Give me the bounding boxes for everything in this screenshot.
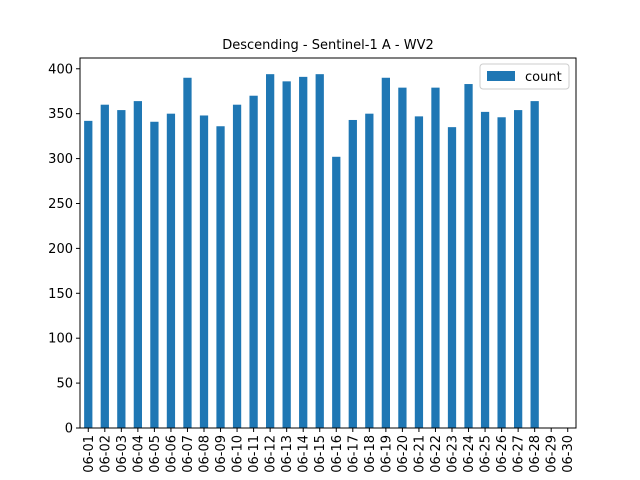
bar-06-08 <box>199 115 209 428</box>
x-tick-label: 06-25 <box>479 435 494 473</box>
y-tick-label: 150 <box>48 287 73 302</box>
x-tick-label: 06-19 <box>379 435 394 473</box>
legend: count <box>479 63 570 90</box>
bar-06-25 <box>480 111 490 428</box>
bar-06-17 <box>348 119 357 428</box>
bar-06-10 <box>232 104 242 428</box>
bar-06-15 <box>315 74 324 429</box>
x-tick-label: 06-22 <box>429 435 444 473</box>
x-tick-label: 06-15 <box>313 435 328 473</box>
x-tick-label: 06-08 <box>198 435 213 473</box>
legend-swatch-count <box>487 71 515 81</box>
x-tick-label: 06-20 <box>396 435 411 473</box>
bar-06-06 <box>166 113 176 429</box>
x-tick-label: 06-03 <box>115 435 130 473</box>
x-tick-label: 06-07 <box>181 435 196 473</box>
bar-06-12 <box>266 74 275 429</box>
bar-06-16 <box>332 156 341 429</box>
bar-06-04 <box>133 101 142 429</box>
plot-frame <box>79 57 577 429</box>
bar-06-28 <box>530 101 539 429</box>
bar-06-22 <box>431 87 440 428</box>
x-tick-label: 06-06 <box>164 435 179 473</box>
x-tick-label: 06-16 <box>330 435 345 473</box>
x-tick-label: 06-11 <box>247 435 262 473</box>
x-tick-label: 06-30 <box>561 435 576 473</box>
y-tick-label: 400 <box>48 62 73 77</box>
bar-06-05 <box>150 121 159 428</box>
x-tick-label: 06-14 <box>297 435 312 473</box>
x-tick-label: 06-04 <box>131 435 146 473</box>
bar-06-18 <box>365 113 374 429</box>
x-tick-label: 06-29 <box>545 435 560 473</box>
legend-label-count: count <box>525 70 562 85</box>
bar-06-19 <box>381 77 390 428</box>
x-tick-label: 06-09 <box>214 435 229 473</box>
x-tick-label: 06-02 <box>98 435 113 473</box>
y-tick-label: 100 <box>48 332 73 347</box>
x-tick-label: 06-18 <box>363 435 378 473</box>
x-tick-label: 06-01 <box>82 435 97 473</box>
x-tick-label: 06-05 <box>148 435 163 473</box>
x-tick-label: 06-21 <box>412 435 427 473</box>
bar-06-23 <box>447 127 457 429</box>
x-tick-label: 06-12 <box>264 435 279 473</box>
y-tick-label: 0 <box>65 422 73 437</box>
bars-group <box>84 74 539 429</box>
legend-box <box>479 63 570 90</box>
bar-06-07 <box>183 77 192 428</box>
bar-06-03 <box>117 110 126 428</box>
y-tick-label: 250 <box>48 197 73 212</box>
x-tick-label: 06-13 <box>280 435 295 473</box>
bar-06-02 <box>100 104 109 428</box>
bar-06-20 <box>398 87 407 428</box>
x-tick-label: 06-23 <box>446 435 461 473</box>
bar-06-24 <box>464 84 473 428</box>
x-tick-label: 06-17 <box>346 435 361 473</box>
x-tick-label: 06-24 <box>462 435 477 473</box>
bar-06-26 <box>497 117 506 429</box>
bar-06-09 <box>216 126 225 428</box>
bar-06-11 <box>249 95 258 428</box>
x-tick-label: 06-27 <box>512 435 527 473</box>
y-tick-label: 300 <box>48 152 73 167</box>
y-tick-label: 200 <box>48 242 73 257</box>
bar-06-13 <box>282 81 291 428</box>
x-tick-label: 06-28 <box>528 435 543 473</box>
bar-06-14 <box>299 76 308 429</box>
y-tick-label: 50 <box>56 377 73 392</box>
bar-06-21 <box>414 116 424 429</box>
chart-title: Descending - Sentinel-1 A - WV2 <box>222 38 434 53</box>
x-tick-label: 06-26 <box>495 435 510 473</box>
bar-06-01 <box>84 120 93 429</box>
y-tick-label: 350 <box>48 107 73 122</box>
bar-06-27 <box>514 110 523 428</box>
x-tick-label: 06-10 <box>231 435 246 473</box>
